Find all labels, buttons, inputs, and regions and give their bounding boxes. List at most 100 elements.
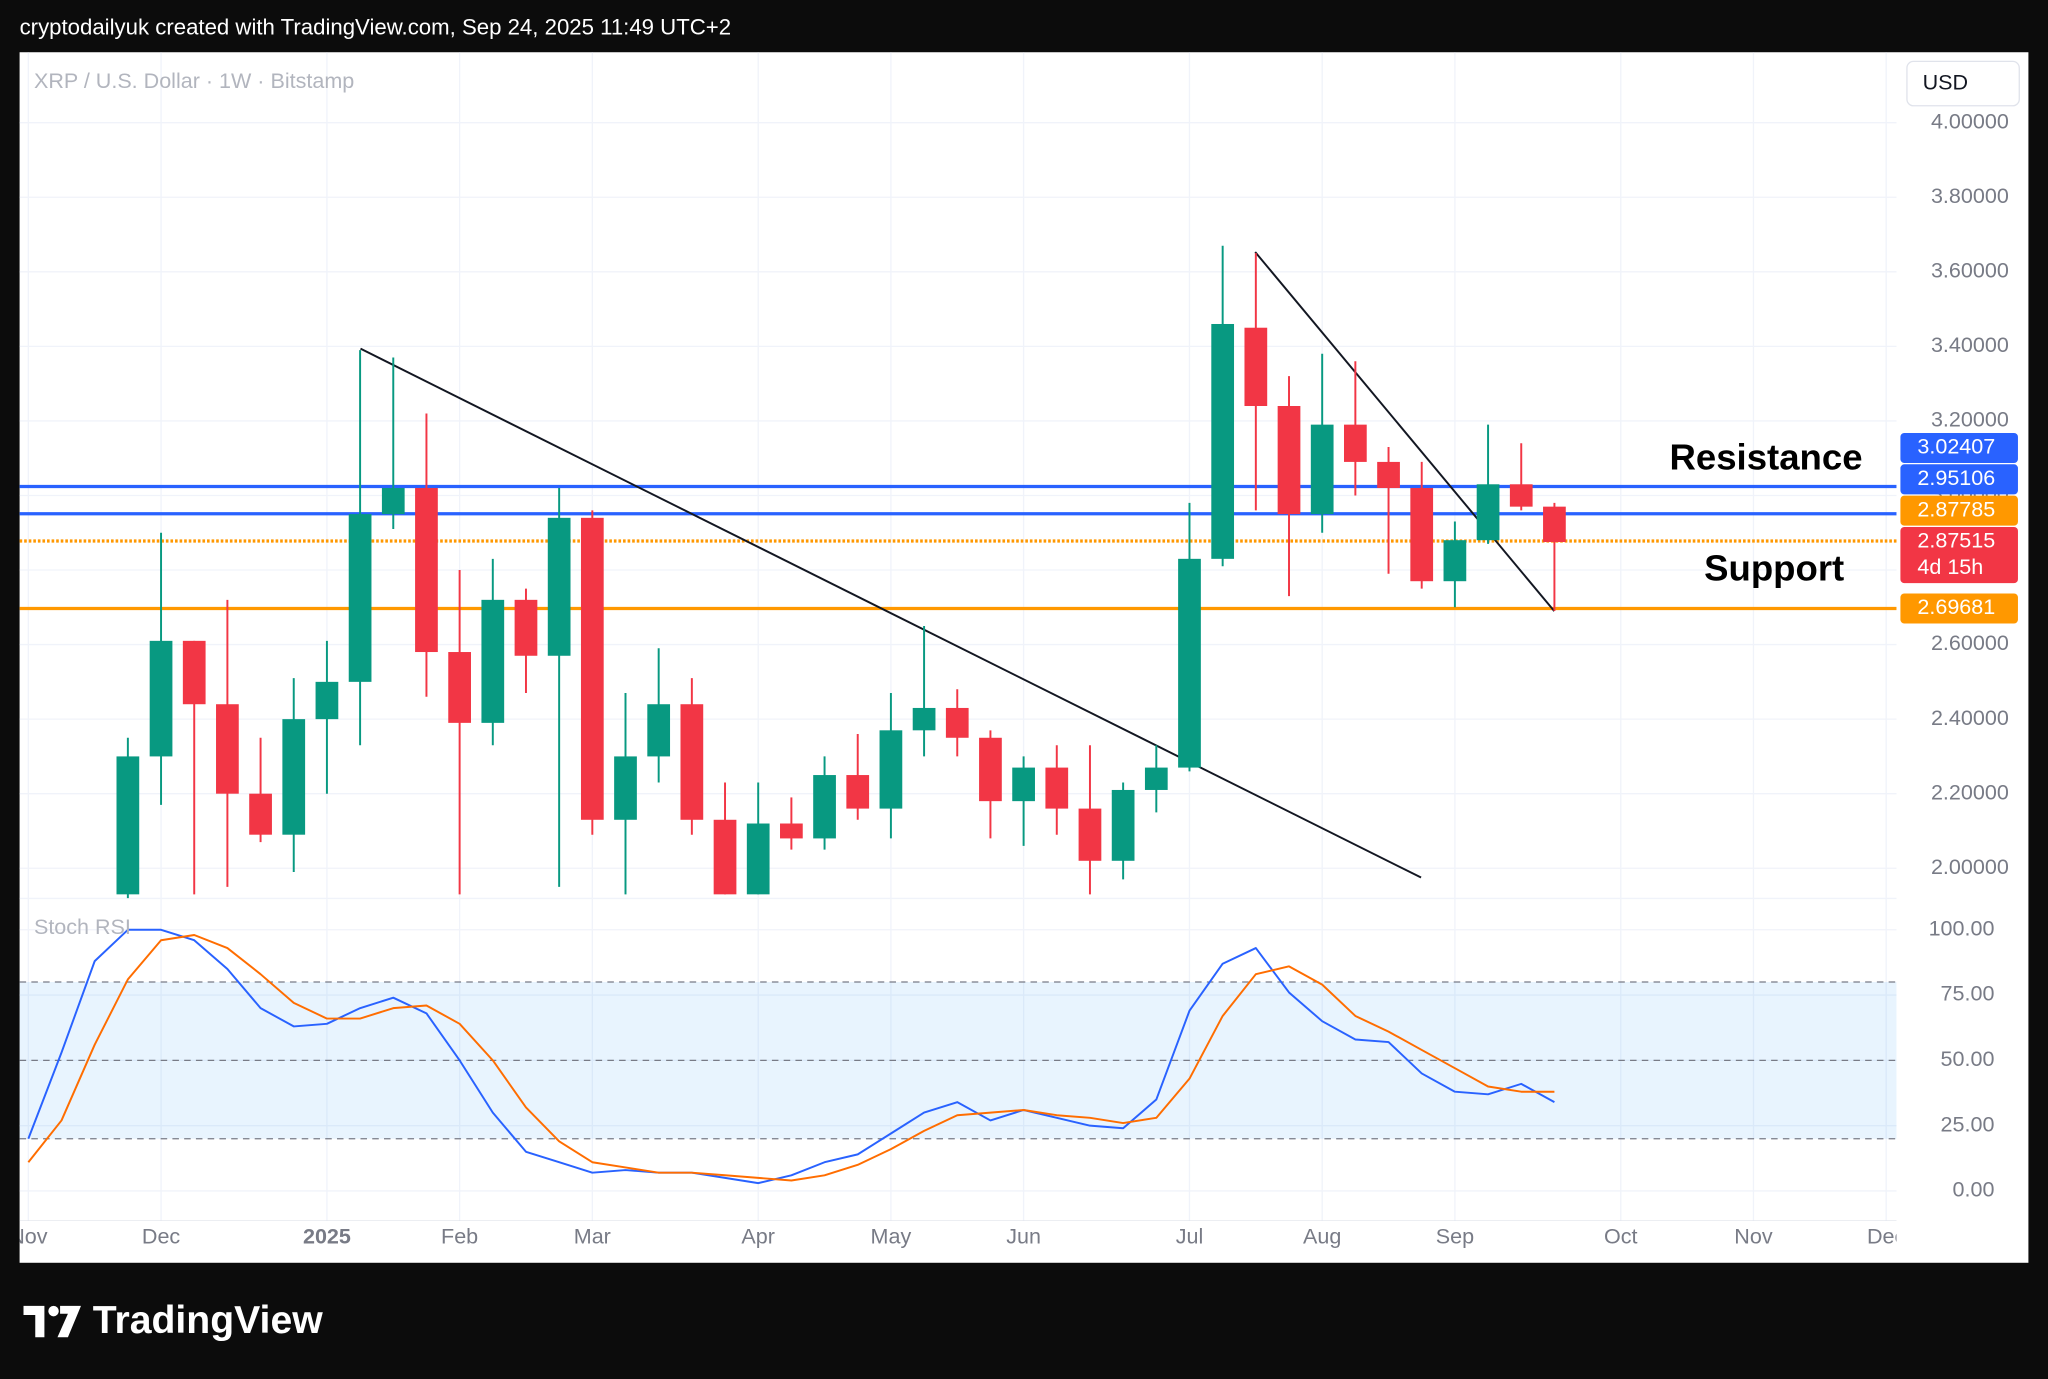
x-tick-label: Jul	[1176, 1225, 1204, 1249]
candle-body	[1078, 808, 1102, 861]
x-tick-label: Nov	[9, 1225, 48, 1249]
candle-body	[1012, 767, 1035, 802]
indicator-title: Stoch RSI	[34, 915, 131, 939]
price-badge-label: 2.87785	[1917, 497, 1995, 521]
candle-body	[647, 704, 671, 757]
candles	[116, 245, 1566, 899]
candle-body	[1178, 558, 1201, 768]
candle-body	[614, 756, 637, 820]
header: cryptodailyuk created with TradingView.c…	[20, 15, 732, 40]
logo-text: TradingView	[93, 1299, 323, 1342]
candle-body	[1144, 767, 1168, 790]
candle-body	[1344, 424, 1367, 462]
candle-body	[1310, 424, 1334, 515]
candle-body	[713, 819, 737, 895]
x-tick-label: Apr	[741, 1225, 775, 1249]
candle-body	[945, 707, 969, 738]
candle-body	[381, 488, 405, 515]
y-tick-label: 100.00	[1929, 916, 1995, 940]
x-tick-label: Dec	[142, 1225, 181, 1249]
candle-body	[879, 730, 903, 809]
candle-body	[149, 640, 173, 757]
trendlines	[360, 251, 1556, 879]
y-tick-label: 3.20000	[1931, 408, 2009, 432]
x-tick-label: Feb	[441, 1225, 478, 1249]
price-badge-label: 2.69681	[1917, 595, 1995, 619]
price-badge-label: 4d 15h	[1917, 555, 1983, 579]
candle-body	[249, 793, 272, 835]
logo-mark	[23, 1305, 45, 1338]
price-badge	[1900, 432, 2018, 464]
candle-body	[315, 681, 339, 720]
stoch-line	[27, 934, 1555, 1182]
logo-mark	[57, 1305, 81, 1338]
stoch-line	[27, 928, 1555, 1185]
annotation: Resistance	[1670, 436, 1863, 477]
y-tick-label: 2.40000	[1931, 706, 2009, 730]
symbol-legend: XRP / U.S. Dollar · 1W · Bitstamp	[34, 69, 354, 93]
candle-body	[813, 775, 836, 839]
levels	[19, 484, 1897, 611]
candle-body	[1244, 327, 1268, 407]
y-tick-label: 25.00	[1941, 1112, 1995, 1136]
y-tick-label: 2.20000	[1931, 780, 2009, 804]
x-axis: Nov Dec 2025 Feb Mar Apr May Jun Jul Aug Sep Oct Nov…	[9, 1225, 1906, 1249]
candle-body	[415, 488, 438, 653]
y-tick-label: 0.00	[1953, 1178, 1995, 1202]
candle-body	[514, 599, 538, 656]
x-tick-label: Sep	[1436, 1225, 1474, 1249]
y-tick-label: 3.60000	[1931, 258, 2009, 282]
logo-mark	[48, 1305, 59, 1317]
candle-body	[116, 756, 140, 895]
candle-body	[1111, 789, 1135, 861]
candle-body	[448, 652, 471, 723]
candle-body	[1509, 484, 1533, 507]
candle-body	[182, 640, 206, 705]
price-badge	[1900, 464, 2018, 495]
candle-body	[547, 517, 571, 656]
currency-button[interactable]	[1906, 60, 2020, 107]
currency-label: USD	[1923, 70, 1968, 94]
candle-body	[1045, 767, 1069, 809]
price-badge-label: 2.87515	[1917, 529, 1995, 553]
candle-body	[1377, 461, 1400, 489]
y-tick-label: 3.40000	[1931, 333, 2009, 357]
stoch-pane	[19, 928, 1897, 1185]
candle-body	[1211, 323, 1235, 559]
grid	[19, 52, 1897, 1221]
x-tick-label: Oct	[1604, 1225, 1638, 1249]
candle-body	[1543, 506, 1566, 543]
y-tick-label: 75.00	[1941, 982, 1995, 1006]
candle-body	[580, 517, 604, 820]
price-badge	[1900, 593, 2018, 624]
candle-body	[780, 823, 803, 839]
annotation: Support	[1704, 547, 1844, 588]
candle-body	[680, 704, 704, 820]
candle-body	[1410, 488, 1434, 582]
candle-body	[1476, 484, 1500, 541]
candle-body	[481, 599, 505, 723]
x-tick-label: Dec	[1867, 1225, 1906, 1249]
candle-body	[348, 514, 372, 682]
price-badge	[1900, 526, 2018, 584]
candle-body	[979, 737, 1002, 802]
candle-body	[216, 704, 239, 794]
price-badge-label: 2.95106	[1917, 466, 1995, 490]
trendline	[360, 347, 1422, 879]
y-tick-label: 50.00	[1941, 1047, 1995, 1071]
x-tick-label: 2025	[303, 1225, 351, 1249]
price-badge-label: 3.02407	[1917, 435, 1995, 459]
y-tick-label: 4.00000	[1931, 109, 2009, 133]
candle-body	[1277, 406, 1301, 515]
candle-body	[1443, 540, 1467, 582]
x-tick-label: Jun	[1006, 1225, 1041, 1249]
candle-body	[846, 775, 870, 809]
y-tick-label: 2.00000	[1931, 855, 2009, 879]
x-tick-label: May	[871, 1225, 912, 1249]
y-tick-label: 3.80000	[1931, 184, 2009, 208]
y-tick-label: 2.60000	[1931, 631, 2009, 655]
price-badge	[1900, 495, 2018, 526]
